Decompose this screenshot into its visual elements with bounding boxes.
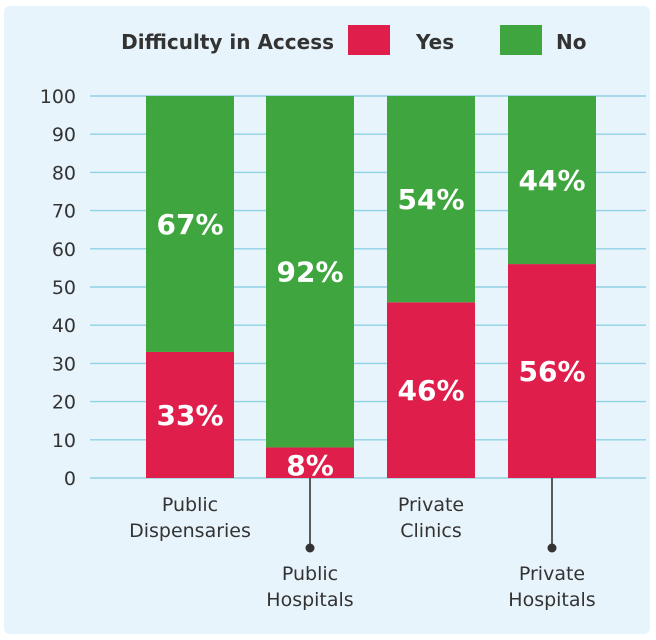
x-category-label: Private: [398, 494, 464, 516]
bar-yes: [387, 302, 475, 478]
legend-swatch-yes: [348, 25, 390, 55]
bar-value-label: 56%: [518, 355, 585, 388]
y-tick-label: 60: [52, 239, 76, 261]
bar-no: [508, 96, 596, 265]
y-tick-label: 10: [52, 430, 76, 452]
x-category-label: Hospitals: [266, 589, 353, 611]
bar-value-label: 54%: [397, 183, 464, 216]
x-category-label: Private: [519, 563, 585, 585]
bar-value-label: 92%: [276, 256, 343, 289]
bar-value-label: 33%: [156, 399, 223, 432]
bar-value-label: 46%: [397, 374, 464, 407]
legend-title: Difficulty in Access: [121, 30, 334, 54]
bar-no: [146, 96, 234, 352]
x-axis: Public Dispensaries Public Hospitals Private…: [129, 478, 596, 611]
bar-value-label: 8%: [286, 449, 334, 482]
y-tick-label: 70: [52, 201, 76, 223]
bar-value-label: 67%: [156, 208, 223, 241]
legend-label-no: No: [556, 30, 586, 54]
y-tick-label: 80: [52, 162, 76, 184]
y-tick-label: 100: [40, 86, 76, 108]
bar-yes: [146, 351, 234, 478]
legend-label-yes: Yes: [415, 30, 454, 54]
bar-value-label: 44%: [518, 164, 585, 197]
legend: Difficulty in Access Yes No: [121, 25, 586, 55]
y-tick-label: 30: [52, 353, 76, 375]
bar-yes: [266, 447, 354, 478]
leader-dot: [305, 543, 315, 553]
y-tick-label: 90: [52, 124, 76, 146]
bar-no: [387, 96, 475, 303]
x-category-label: Public: [162, 494, 218, 516]
bar-yes: [508, 264, 596, 478]
x-category-label: Hospitals: [508, 589, 595, 611]
y-tick-label: 20: [52, 392, 76, 414]
x-category-label: Public: [282, 563, 338, 585]
leader-dot: [547, 543, 557, 553]
x-category-label: Clinics: [400, 520, 462, 542]
y-tick-label: 40: [52, 315, 76, 337]
x-category-label: Dispensaries: [129, 520, 251, 542]
y-tick-label: 0: [64, 468, 76, 490]
y-axis: 0 10 20 30 40 50 60 70 80 90 100: [40, 86, 76, 490]
y-tick-label: 50: [52, 277, 76, 299]
legend-swatch-no: [500, 25, 542, 55]
bars: 33% 67% 8% 92% 46% 54% 56% 44%: [146, 96, 596, 482]
bar-no: [266, 96, 354, 448]
